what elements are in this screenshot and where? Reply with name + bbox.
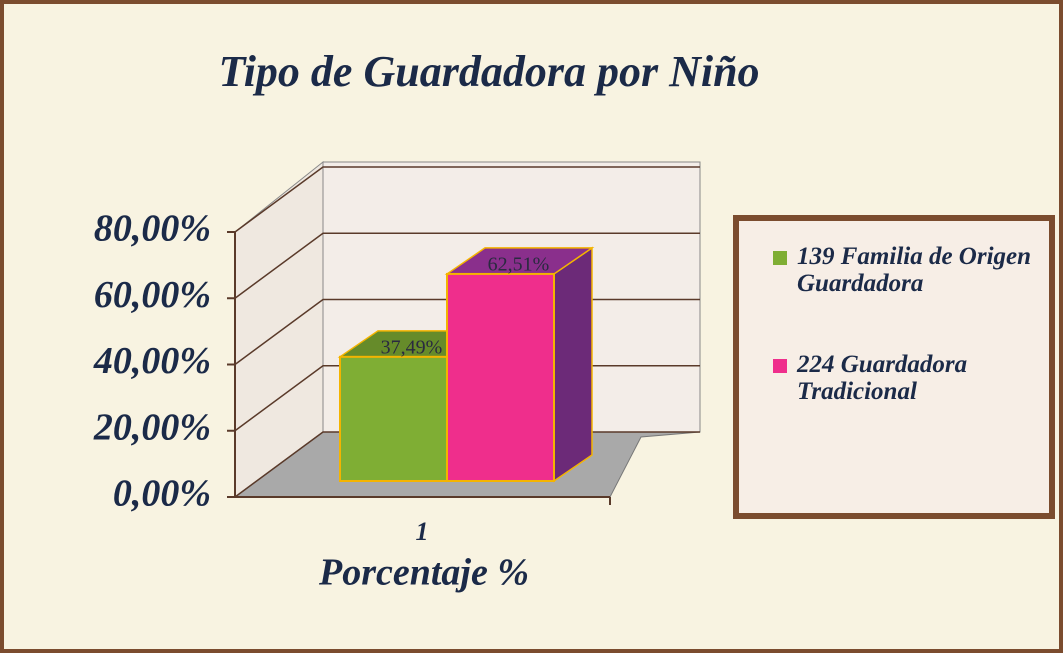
legend-swatch	[773, 251, 787, 265]
grid-line	[234, 232, 700, 299]
x-tick-label: 1	[416, 517, 429, 546]
chart-title: Tipo de Guardadora por Niño	[218, 47, 759, 96]
y-tick-label: 60,00%	[94, 274, 211, 316]
chart: Tipo de Guardadora por Niño Porcentaje %…	[93, 47, 760, 594]
y-tick-label: 0,00%	[113, 473, 211, 515]
legend-label: 224 Guardadora Tradicional	[797, 351, 968, 405]
bar	[339, 355, 448, 482]
y-tick-label: 40,00%	[93, 340, 211, 382]
legend-entry: 139 Familia de Origen Guardadora	[773, 243, 1057, 297]
x-axis-label: Porcentaje %	[318, 552, 529, 594]
legend-label: 139 Familia de Origen Guardadora	[797, 243, 1032, 297]
bar	[446, 272, 555, 483]
y-tick-label: 80,00%	[94, 208, 211, 250]
y-tick-label: 20,00%	[93, 406, 211, 448]
grid-line	[234, 166, 700, 233]
bar-side	[553, 246, 593, 483]
legend-swatch	[773, 359, 787, 373]
data-label: 62,51%	[488, 254, 550, 276]
legend-entry: 224 Guardadora Tradicional	[773, 351, 1057, 405]
legend: 139 Familia de Origen Guardadora 224 Guar…	[733, 215, 1055, 519]
data-label: 37,49%	[381, 336, 443, 358]
